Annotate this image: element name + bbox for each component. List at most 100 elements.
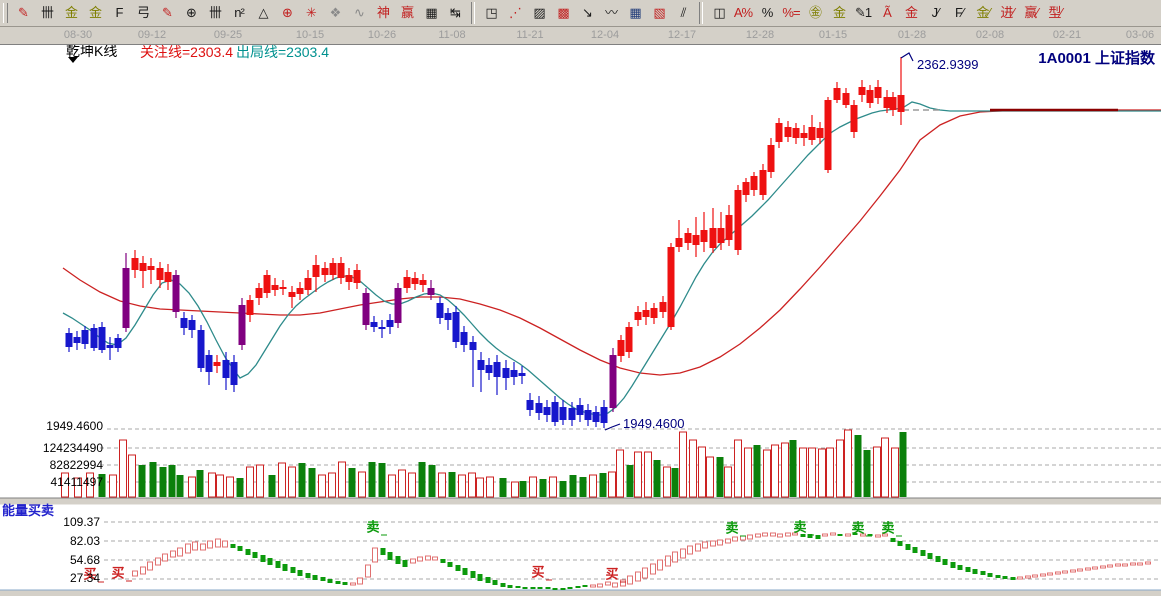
candle-body <box>526 400 534 410</box>
indicator-bar-up <box>1122 563 1128 567</box>
indicator-bar-up <box>822 533 828 537</box>
ying-tool-icon[interactable]: 赢 <box>400 4 414 20</box>
candle-body <box>734 190 742 250</box>
wave-a-icon[interactable]: Ã <box>883 4 892 20</box>
indicator-bar-up <box>657 559 663 571</box>
star-burst-icon[interactable]: ✳ <box>306 4 317 20</box>
candle-body <box>205 355 213 372</box>
gold-grid-2-icon[interactable]: 金 <box>88 4 102 20</box>
drawing-toolbar: ✎ 卌金金 F 弓 ✎ ⊕ 卌 n² △ ⊕ ✳ ❖ ∿ 神赢 ▦ ↹ ◳ ⋰ ▨ ▩ ↘ 〰 ▦ ▧ ⫽ ◫ A%% %= ㊎金 ✎1 Ã… <box>0 0 1161 27</box>
candle-body <box>246 300 254 315</box>
jin-line-icon[interactable]: 进∕ <box>1000 4 1014 20</box>
kline-style-dropdown[interactable]: 乾坤K线 <box>66 43 118 59</box>
gold-grid-1-icon[interactable]: 金 <box>64 4 78 20</box>
shen-tool-icon[interactable]: 神 <box>376 4 390 20</box>
draw-brush-icon[interactable]: ✎ <box>18 4 29 20</box>
indicator-bar-up <box>875 534 881 538</box>
hatch-box-icon[interactable]: ▨ <box>533 4 545 20</box>
indicator-bar-down <box>582 585 588 587</box>
spiral-icon[interactable]: 弓 <box>136 4 150 20</box>
indicator-bar-up <box>207 540 213 549</box>
zigzag-tool-icon[interactable]: 〰 <box>604 4 618 20</box>
draw-one-icon[interactable]: ✎1 <box>854 4 872 20</box>
volume-bar-up <box>458 474 466 498</box>
percent-icon[interactable]: % <box>761 4 774 20</box>
indicator-bar-down <box>912 547 918 553</box>
candle-body <box>403 277 411 288</box>
candle-body <box>263 275 271 293</box>
volume-bar-down <box>499 478 507 497</box>
indicator-bar-down <box>560 588 566 590</box>
percent-line-icon[interactable]: %= <box>782 4 800 20</box>
ruler-grid-icon[interactable]: ▦ <box>425 4 437 20</box>
indicator-bar-up <box>747 534 753 540</box>
candle-body <box>667 247 675 327</box>
volume-bar-up <box>873 446 881 498</box>
indicator-bar-down <box>230 544 236 548</box>
volume-bar-down <box>854 435 862 497</box>
tsquare-tool-icon[interactable]: ◳ <box>485 4 497 20</box>
indicator-bar-up <box>417 556 423 562</box>
candle-body <box>345 275 353 282</box>
volume-bar-up <box>844 429 852 498</box>
draw-brush-2-icon[interactable]: ✎ <box>162 4 173 20</box>
ying-line-icon[interactable]: 赢∕ <box>1024 4 1038 20</box>
indicator-bar-down <box>867 534 873 536</box>
indicator-bar-down <box>252 552 258 558</box>
si-line-icon[interactable]: 型∕ <box>1048 4 1062 20</box>
gann-circle-icon[interactable]: ⊕ <box>282 4 293 20</box>
indicator-bar-down <box>567 587 573 589</box>
volume-bar-up <box>771 444 779 498</box>
gold-diag-icon[interactable]: 金∕ <box>976 4 990 20</box>
indicator-bar-down <box>972 569 978 574</box>
parallel-lines-icon[interactable]: ⫽ <box>680 4 687 20</box>
volume-pane-icon[interactable]: ◫ <box>713 4 725 20</box>
volume-bar-down <box>368 462 376 497</box>
n-square-icon[interactable]: n² <box>234 4 245 20</box>
high-callout-label: 2362.9399 <box>917 57 978 72</box>
gann-fan-icon[interactable]: ⋰ <box>509 4 522 20</box>
j-line-icon[interactable]: J∕ <box>931 4 940 20</box>
gold-circle-icon[interactable]: ㊎ <box>808 4 822 20</box>
candle-body <box>700 230 708 242</box>
volume-bar-down <box>519 481 527 497</box>
chevron-down-icon[interactable] <box>68 57 78 63</box>
date-tick-11-21: 11-21 <box>516 29 544 41</box>
candle-body <box>842 93 850 105</box>
wave-tool-icon[interactable]: ∿ <box>354 4 365 20</box>
measure-tool-icon[interactable]: ↹ <box>450 4 461 20</box>
grid-arrow-icon[interactable]: ▧ <box>653 4 665 20</box>
candle-body <box>114 338 122 348</box>
volume-bar-down <box>653 460 661 497</box>
indicator-bar-down <box>500 583 506 587</box>
indicator-bar-up <box>1137 562 1143 566</box>
fan-box-icon[interactable]: ▩ <box>557 4 569 20</box>
hash-lines-icon[interactable]: 卌 <box>40 4 54 20</box>
gann-clock-icon[interactable]: ⊕ <box>186 4 197 20</box>
volume-bar-up <box>706 456 714 498</box>
candle-body <box>65 333 73 347</box>
percent-a-icon[interactable]: A% <box>733 4 753 20</box>
grid-solid-icon[interactable]: ▦ <box>629 4 641 20</box>
candle-body <box>279 287 287 289</box>
candle-body <box>296 288 304 294</box>
gold-lines-icon[interactable]: 金 <box>832 4 846 20</box>
indicator-bar-down <box>515 586 521 588</box>
indicator-bar-down <box>327 579 333 583</box>
volume-bar-up <box>529 476 537 498</box>
f-line-icon[interactable]: F∕ <box>954 4 964 20</box>
angle-tool-icon[interactable]: △ <box>258 4 269 20</box>
candle-body <box>858 87 866 95</box>
volume-axis-label-2: 82822994 <box>49 458 103 472</box>
volume-bar-up <box>246 466 254 498</box>
indicator-bar-up <box>162 553 168 562</box>
toolbar-grip[interactable] <box>3 3 8 23</box>
indicator-name[interactable]: 能量买卖 <box>2 503 55 518</box>
indicator-bar-up <box>710 540 716 547</box>
gold-underline-icon[interactable]: 金 <box>904 4 918 20</box>
hash-lines-2-icon[interactable]: 卌 <box>208 4 222 20</box>
trend-line-icon[interactable]: ↘ <box>582 4 593 20</box>
fibonacci-f-icon[interactable]: F <box>115 4 124 20</box>
star-box-icon[interactable]: ❖ <box>329 4 342 20</box>
